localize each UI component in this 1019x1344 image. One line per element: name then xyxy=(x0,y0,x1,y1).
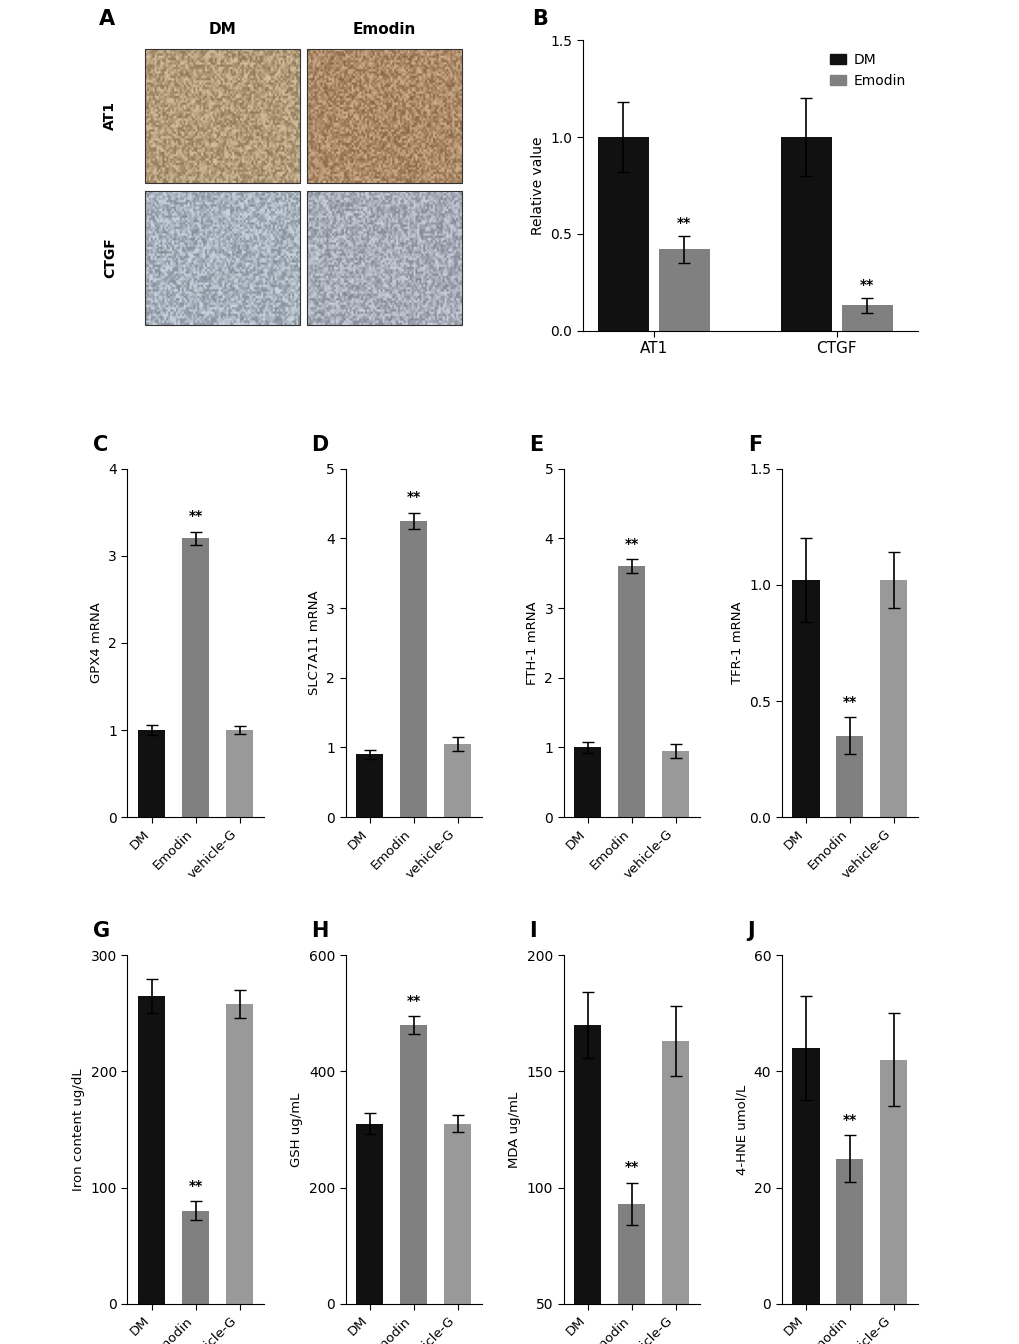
Bar xyxy=(145,191,300,325)
Bar xyxy=(792,1048,818,1304)
Text: DM: DM xyxy=(209,23,236,38)
Bar xyxy=(226,1004,253,1304)
Bar xyxy=(836,1159,863,1304)
Text: CTGF: CTGF xyxy=(103,238,117,278)
Y-axis label: FTH-1 mRNA: FTH-1 mRNA xyxy=(525,601,538,685)
Text: **: ** xyxy=(624,1160,638,1175)
Bar xyxy=(836,737,863,817)
Y-axis label: SLC7A11 mRNA: SLC7A11 mRNA xyxy=(308,590,320,695)
Bar xyxy=(145,48,300,183)
Text: I: I xyxy=(529,922,537,941)
Bar xyxy=(399,521,427,817)
Bar xyxy=(307,48,462,183)
Bar xyxy=(138,996,165,1304)
Y-axis label: TFR-1 mRNA: TFR-1 mRNA xyxy=(730,602,743,684)
Bar xyxy=(443,1124,471,1304)
Bar xyxy=(181,539,209,817)
Text: **: ** xyxy=(407,993,421,1008)
Text: J: J xyxy=(747,922,754,941)
Text: **: ** xyxy=(842,695,856,708)
Y-axis label: GSH ug/mL: GSH ug/mL xyxy=(290,1093,303,1167)
Bar xyxy=(356,754,383,817)
Bar xyxy=(443,745,471,817)
Y-axis label: Iron content ug/dL: Iron content ug/dL xyxy=(72,1068,85,1191)
Text: F: F xyxy=(747,435,761,454)
Bar xyxy=(879,581,907,817)
Legend: DM, Emodin: DM, Emodin xyxy=(823,47,910,93)
Bar xyxy=(661,751,689,817)
Text: C: C xyxy=(94,435,109,454)
Bar xyxy=(574,1025,601,1344)
Text: **: ** xyxy=(842,1113,856,1126)
Bar xyxy=(618,1204,645,1344)
Bar xyxy=(181,1211,209,1304)
Bar xyxy=(841,305,892,331)
Bar xyxy=(661,1042,689,1344)
Text: **: ** xyxy=(189,509,203,523)
Text: Emodin: Emodin xyxy=(353,23,416,38)
Bar xyxy=(307,191,462,325)
Y-axis label: MDA ug/mL: MDA ug/mL xyxy=(507,1091,521,1168)
Text: E: E xyxy=(529,435,543,454)
Y-axis label: 4-HNE umol/L: 4-HNE umol/L xyxy=(735,1085,747,1175)
Text: H: H xyxy=(311,922,328,941)
Bar xyxy=(597,137,648,331)
Text: AT1: AT1 xyxy=(103,101,117,130)
Bar xyxy=(879,1060,907,1304)
Bar xyxy=(226,730,253,817)
Text: **: ** xyxy=(624,536,638,551)
Bar xyxy=(781,137,830,331)
Text: **: ** xyxy=(407,491,421,504)
Text: **: ** xyxy=(677,216,691,230)
Bar xyxy=(399,1025,427,1304)
Text: G: G xyxy=(94,922,110,941)
Bar xyxy=(574,747,601,817)
Text: **: ** xyxy=(189,1179,203,1192)
Text: **: ** xyxy=(859,278,873,292)
Y-axis label: Relative value: Relative value xyxy=(530,136,544,235)
Bar xyxy=(658,250,709,331)
Text: D: D xyxy=(311,435,328,454)
Text: A: A xyxy=(99,8,115,28)
Bar xyxy=(138,730,165,817)
Bar xyxy=(618,566,645,817)
Y-axis label: GPX4 mRNA: GPX4 mRNA xyxy=(90,602,103,683)
Text: B: B xyxy=(532,8,548,28)
Bar xyxy=(792,581,818,817)
Bar xyxy=(356,1124,383,1304)
